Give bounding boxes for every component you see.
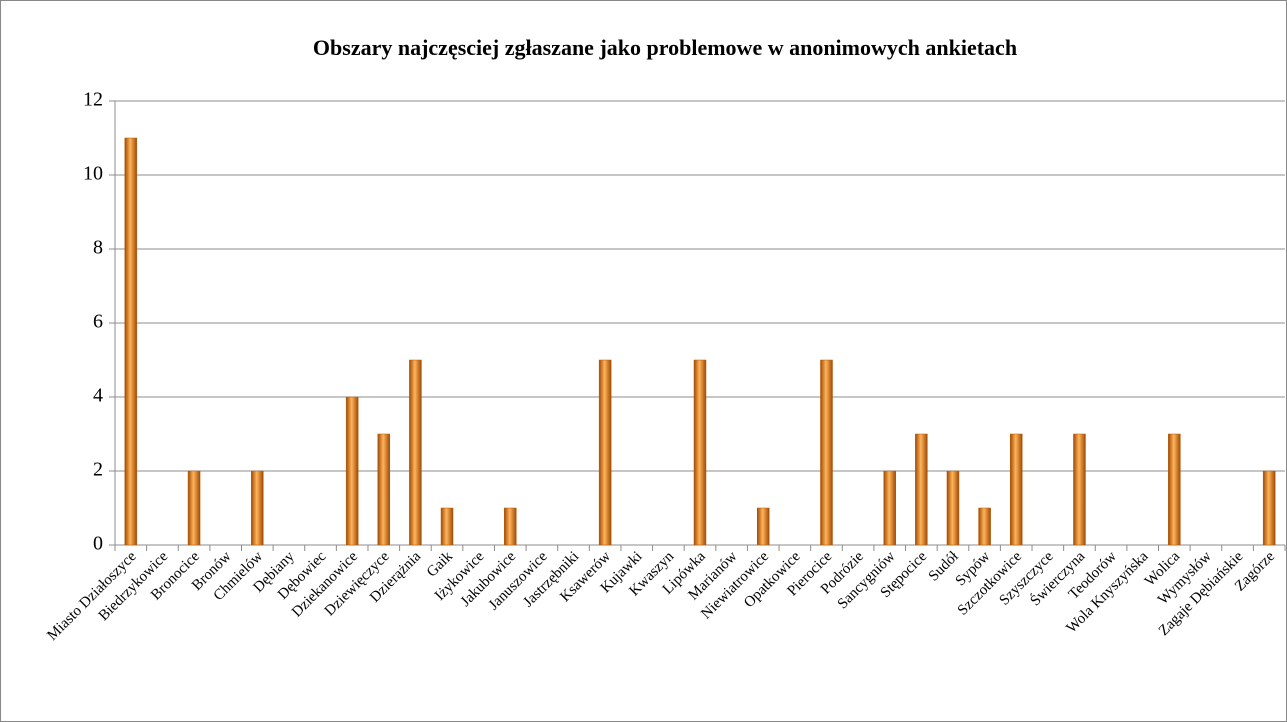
bar: [978, 507, 991, 546]
bar: [504, 507, 517, 546]
y-tick-label: 10: [83, 163, 103, 185]
bar: [946, 470, 960, 546]
bar: [1073, 433, 1086, 546]
y-tick-label: 4: [93, 385, 103, 407]
bar: [187, 470, 201, 546]
bar: [756, 507, 770, 546]
bar: [915, 433, 928, 546]
bar: [345, 396, 359, 546]
bar: [124, 137, 138, 546]
chart-title: Obszary najczęsciej zgłaszane jako probl…: [313, 35, 1017, 60]
bar: [883, 470, 896, 546]
bar: [598, 359, 612, 546]
bar: [377, 433, 391, 546]
bar: [409, 359, 422, 546]
y-tick-label: 0: [93, 533, 103, 555]
bar: [251, 470, 264, 546]
bar: [1262, 470, 1276, 546]
y-tick-label: 2: [93, 459, 103, 481]
y-tick-label: 6: [93, 311, 103, 333]
bar: [1168, 433, 1181, 546]
y-tick-label: 8: [93, 237, 103, 259]
bar: [693, 359, 707, 546]
y-tick-label: 12: [83, 89, 103, 111]
bar: [1009, 433, 1023, 546]
bar: [440, 507, 454, 546]
bar: [820, 359, 833, 546]
